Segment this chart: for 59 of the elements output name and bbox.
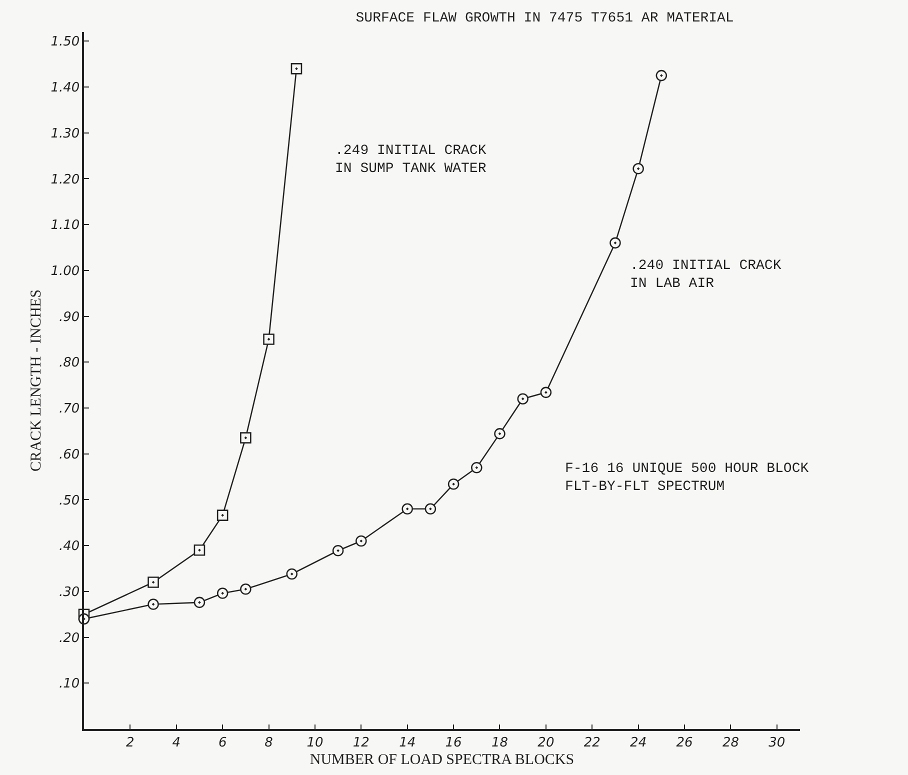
annotation: .240 INITIAL CRACK IN LAB AIR <box>630 258 782 292</box>
y-tick-label: 1.10 <box>50 218 80 234</box>
y-tick-label: .40 <box>58 539 80 554</box>
point <box>494 428 506 440</box>
y-tick-label: 1.50 <box>50 34 80 50</box>
point <box>216 588 228 599</box>
point <box>332 544 344 556</box>
point <box>448 478 460 490</box>
point <box>356 535 367 547</box>
y-tick-label: .10 <box>58 676 80 692</box>
x-tick-label: 2 <box>126 735 134 750</box>
point <box>540 386 552 398</box>
x-tick-label: 4 <box>172 735 181 750</box>
x-tick-label: 10 <box>306 735 324 750</box>
point <box>216 510 228 521</box>
point <box>517 393 528 404</box>
point <box>148 598 159 610</box>
x-tick-label: 12 <box>352 735 370 750</box>
y-axis-title: CRACK LENGTH - INCHES <box>28 289 44 472</box>
x-tick-label: 16 <box>445 735 462 750</box>
x-tick-label: 6 <box>218 735 227 750</box>
y-tick-label: .70 <box>58 402 80 417</box>
point <box>656 70 668 82</box>
x-tick-label: 8 <box>264 735 273 750</box>
x-tick-label: 30 <box>768 735 786 750</box>
y-tick-label: .90 <box>58 310 80 325</box>
x-tick-label: 20 <box>538 735 554 750</box>
x-tick-label: 22 <box>584 735 600 750</box>
x-axis-title: NUMBER OF LOAD SPECTRA BLOCKS <box>310 752 574 768</box>
point <box>471 462 482 474</box>
y-tick-label: .20 <box>58 630 80 646</box>
point <box>240 432 252 444</box>
point <box>402 503 413 515</box>
point <box>286 568 298 580</box>
x-tick-label: 28 <box>722 735 739 750</box>
point <box>240 583 252 595</box>
point <box>194 544 206 556</box>
x-tick-label: 26 <box>676 735 693 750</box>
point <box>424 503 436 515</box>
y-tick-label: .30 <box>58 584 80 600</box>
x-tick-label: 14 <box>399 735 416 750</box>
x-tick-label: 24 <box>630 735 647 750</box>
point <box>610 237 621 249</box>
point <box>263 334 274 345</box>
y-tick-label: 1.00 <box>50 264 80 279</box>
chart-title: SURFACE FLAW GROWTH IN 7475 T7651 AR MATERIAL <box>356 10 734 26</box>
y-tick-label: 1.30 <box>50 126 80 142</box>
y-tick-label: 1.20 <box>50 172 80 188</box>
y-tick-label: .60 <box>58 447 80 462</box>
point <box>632 163 644 174</box>
y-tick-label: .50 <box>58 493 80 508</box>
x-tick-label: 18 <box>491 735 508 750</box>
y-tick-label: 1.40 <box>50 80 80 96</box>
point <box>148 576 159 588</box>
point <box>194 596 206 608</box>
y-tick-label: .80 <box>58 356 80 371</box>
point <box>290 63 302 74</box>
annotation: .249 INITIAL CRACK IN SUMP TANK WATER <box>335 143 487 178</box>
annotation: F-16 16 UNIQUE 500 HOUR BLOCK FLT-BY-FLT SPECTRUM <box>565 461 810 496</box>
